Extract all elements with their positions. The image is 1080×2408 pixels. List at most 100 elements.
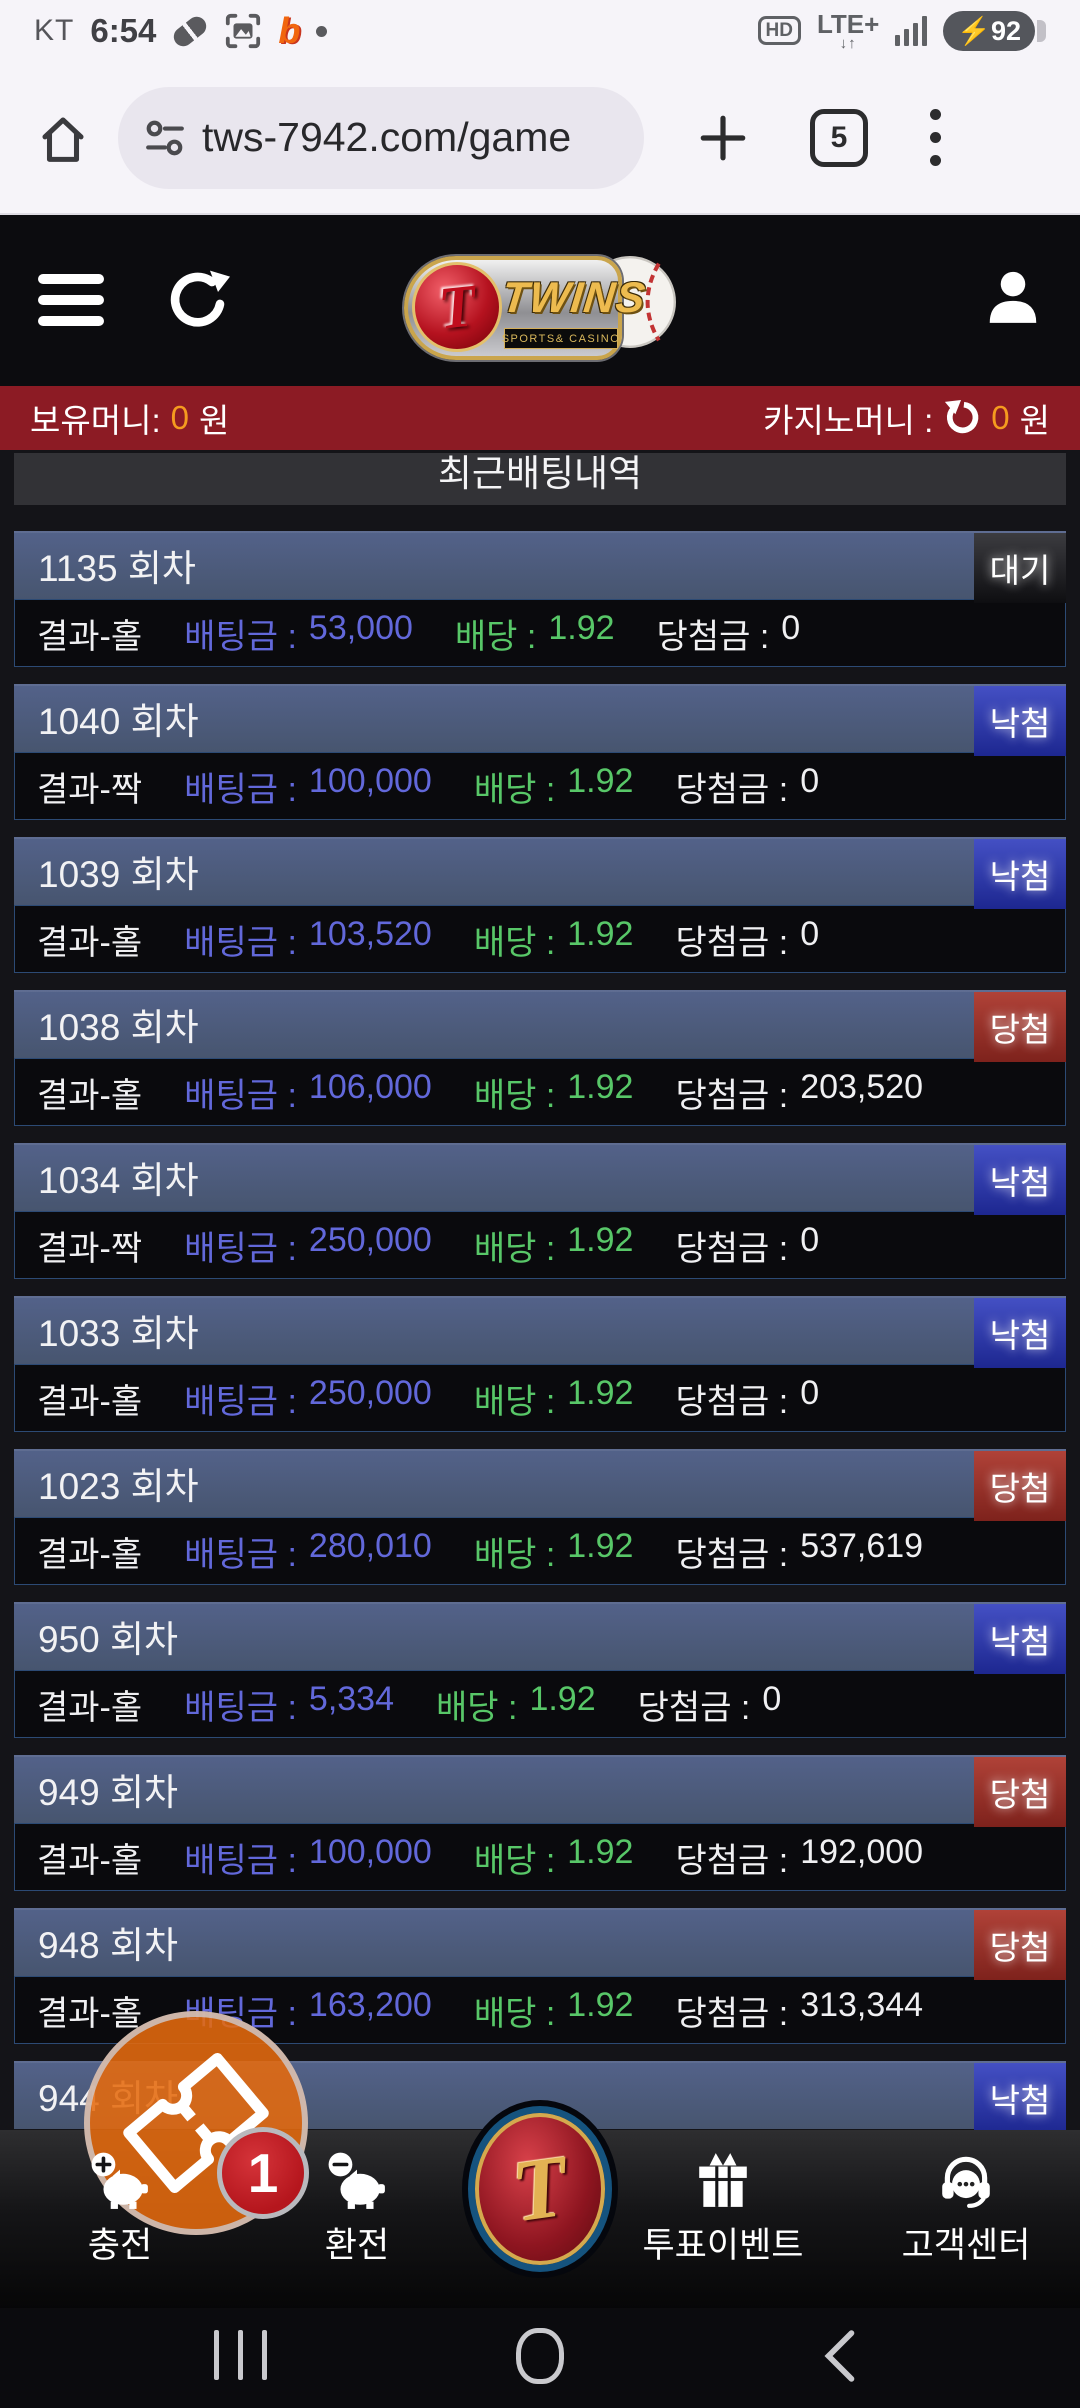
row-round: 1023 회차 — [38, 1466, 199, 1507]
profile-icon[interactable] — [982, 266, 1044, 328]
row-body: 결과-홀 배팅금 : 5,334 배당 : 1.92 당첨금 : 0 — [14, 1670, 1066, 1738]
tab-count: 5 — [830, 120, 848, 154]
row-bet-label: 배팅금 : — [184, 1535, 297, 1574]
bet-list: 1135 회차 대기 결과-홀 배팅금 : 53,000 배당 : 1.92 당첨금… — [14, 531, 1066, 2214]
row-odds-label: 배당 : — [473, 1076, 556, 1115]
bottom-nav: 충전 환전 T 투표이벤트 — [0, 2113, 1080, 2310]
nav-home-logo[interactable]: T — [475, 2113, 605, 2265]
signal-strength-icon — [895, 15, 928, 46]
nav-item-deposit[interactable]: 충전 — [10, 2150, 230, 2268]
android-nav-bar — [0, 2308, 1080, 2408]
bet-history-row[interactable]: 1135 회차 대기 결과-홀 배팅금 : 53,000 배당 : 1.92 당첨금… — [14, 531, 1066, 667]
row-body: 결과-홀 배팅금 : 100,000 배당 : 1.92 당첨금 : 192,000 — [14, 1823, 1066, 1891]
row-bet-label: 배팅금 : — [184, 617, 297, 656]
row-win-label: 당첨금 : — [675, 1076, 789, 1115]
tab-switcher[interactable]: 5 — [810, 108, 868, 167]
url-text: tws-7942.com/game — [202, 114, 572, 160]
bet-history-row[interactable]: 1033 회차 낙첨 결과-홀 배팅금 : 250,000 배당 : 1.92 당첨… — [14, 1296, 1066, 1432]
row-round: 948 회차 — [38, 1925, 179, 1966]
row-body: 결과-짝 배팅금 : 100,000 배당 : 1.92 당첨금 : 0 — [14, 752, 1066, 820]
nav-label: 환전 — [324, 2226, 390, 2265]
row-status-badge: 낙첨 — [974, 1145, 1066, 1215]
bet-history-row[interactable]: 1039 회차 낙첨 결과-홀 배팅금 : 103,520 배당 : 1.92 당첨… — [14, 837, 1066, 973]
row-odds-value: 1.92 — [548, 608, 615, 647]
nav-item-vote-event[interactable]: 투표이벤트 — [613, 2150, 833, 2268]
reload-icon[interactable] — [166, 268, 230, 332]
piggy-minus-icon — [328, 2152, 385, 2209]
recent-apps-button[interactable] — [214, 2330, 267, 2380]
casino-money: 카지노머니 : 0 원 — [763, 394, 1050, 442]
row-header: 1039 회차 낙첨 — [14, 837, 1066, 909]
row-bet-value: 5,334 — [308, 1679, 394, 1718]
row-bet-value: 250,000 — [308, 1373, 432, 1412]
row-header: 950 회차 낙첨 — [14, 1602, 1066, 1674]
casino-money-refresh-icon[interactable] — [943, 399, 981, 437]
bet-history-row[interactable]: 948 회차 당첨 결과-홀 배팅금 :163,200 배당 :1.92 당첨금… — [14, 1908, 1066, 2044]
row-result: 결과-홀 — [37, 617, 143, 656]
row-status-badge: 낙첨 — [974, 839, 1066, 909]
row-status-badge: 낙첨 — [974, 686, 1066, 756]
logo-subtitle: SPORTS& CASINO — [502, 328, 619, 349]
betslip-count-badge: 1 — [217, 2127, 309, 2219]
row-header: 1023 회차 당첨 — [14, 1449, 1066, 1521]
row-win-label: 당첨금 : — [675, 1994, 789, 2033]
row-bet-label: 배팅금 : — [184, 770, 297, 809]
row-round: 1039 회차 — [38, 854, 199, 895]
logo-title: TWINS — [499, 274, 649, 322]
row-win-value: 0 — [762, 1679, 782, 1718]
row-bet-value: 100,000 — [308, 761, 432, 800]
clock: 6:54 — [90, 12, 157, 49]
row-odds-value: 1.92 — [567, 761, 634, 800]
row-result: 결과-홀 — [37, 1688, 143, 1727]
held-money-value: 0 — [170, 399, 189, 436]
bet-history-row[interactable]: 949 회차 당첨 결과-홀 배팅금 : 100,000 배당 : 1.92 당첨금… — [14, 1755, 1066, 1891]
browser-menu-icon[interactable] — [930, 109, 941, 166]
row-win-label: 당첨금 : — [675, 923, 789, 962]
row-odds-value: 1.92 — [567, 914, 634, 953]
nav-item-customer-center[interactable]: 고객센터 — [856, 2150, 1076, 2268]
bet-history-row[interactable]: 1023 회차 당첨 결과-홀 배팅금 : 280,010 배당 : 1.92 당첨… — [14, 1449, 1066, 1585]
row-odds-label: 배당 : — [473, 1535, 556, 1574]
status-bar: KT 6:54 b HD LTE+ ↓↑ — [0, 0, 1080, 62]
home-icon[interactable] — [36, 111, 90, 165]
casino-money-label: 카지노머니 : — [763, 402, 934, 439]
row-bet-label: 배팅금 : — [184, 1382, 297, 1421]
row-odds-value: 1.92 — [567, 1526, 634, 1565]
row-odds-value: 1.92 — [567, 1832, 634, 1871]
row-odds-value: 1.92 — [567, 1067, 634, 1106]
row-round: 1038 회차 — [38, 1007, 199, 1048]
row-odds-value: 1.92 — [567, 1220, 634, 1259]
url-bar[interactable]: tws-7942.com/game — [118, 86, 644, 189]
row-odds-label: 배당 : — [473, 770, 556, 809]
row-header: 948 회차 당첨 — [14, 1908, 1066, 1980]
row-header: 1033 회차 낙첨 — [14, 1296, 1066, 1368]
row-round: 1040 회차 — [38, 701, 199, 742]
row-odds-label: 배당 : — [473, 1841, 556, 1880]
bet-history-row[interactable]: 950 회차 낙첨 결과-홀 배팅금 : 5,334 배당 : 1.92 당첨금 :… — [14, 1602, 1066, 1738]
row-round: 950 회차 — [38, 1619, 179, 1660]
bet-history-row[interactable]: 1034 회차 낙첨 결과-짝 배팅금 : 250,000 배당 : 1.92 당첨… — [14, 1143, 1066, 1279]
new-tab-icon[interactable] — [696, 111, 750, 165]
row-result: 결과-홀 — [37, 1076, 143, 1115]
android-back-button[interactable] — [816, 2328, 864, 2384]
headset-icon — [942, 2156, 990, 2208]
row-header: 949 회차 당첨 — [14, 1755, 1066, 1827]
row-header: 1135 회차 대기 — [14, 531, 1066, 603]
bet-history-row[interactable]: 1040 회차 낙첨 결과-짝 배팅금 : 100,000 배당 : 1.92 당첨… — [14, 684, 1066, 820]
row-result: 결과-홀 — [37, 1382, 143, 1421]
bet-history-row[interactable]: 1038 회차 당첨 결과-홀 배팅금 : 106,000 배당 : 1.92 당첨… — [14, 990, 1066, 1126]
row-bet-value: 53,000 — [308, 608, 413, 647]
nav-item-withdraw[interactable]: 환전 — [247, 2150, 467, 2268]
row-bet-value: 106,000 — [308, 1067, 432, 1106]
row-status-badge: 낙첨 — [974, 1604, 1066, 1674]
menu-icon[interactable] — [38, 274, 104, 326]
row-round: 949 회차 — [38, 1772, 179, 1813]
row-win-value: 313,344 — [800, 1985, 924, 2024]
held-money-unit: 원 — [198, 402, 230, 439]
android-home-button[interactable] — [516, 2328, 564, 2384]
row-result: 결과-홀 — [37, 1994, 143, 2033]
held-money-label: 보유머니: — [30, 402, 161, 439]
row-body: 결과-홀 배팅금 : 280,010 배당 : 1.92 당첨금 : 537,619 — [14, 1517, 1066, 1585]
site-settings-icon[interactable] — [144, 117, 186, 159]
